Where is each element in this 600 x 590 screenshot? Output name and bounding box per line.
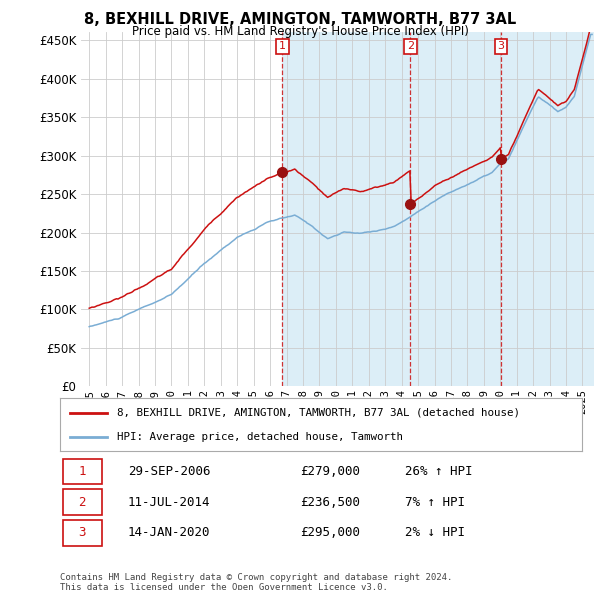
Text: HPI: Average price, detached house, Tamworth: HPI: Average price, detached house, Tamw… — [118, 432, 403, 442]
Text: 8, BEXHILL DRIVE, AMINGTON, TAMWORTH, B77 3AL (detached house): 8, BEXHILL DRIVE, AMINGTON, TAMWORTH, B7… — [118, 408, 520, 418]
FancyBboxPatch shape — [62, 489, 102, 515]
Bar — [283, 32, 594, 386]
Text: 2: 2 — [78, 496, 86, 509]
FancyBboxPatch shape — [62, 520, 102, 546]
Text: Price paid vs. HM Land Registry's House Price Index (HPI): Price paid vs. HM Land Registry's House … — [131, 25, 469, 38]
Text: 1: 1 — [78, 465, 86, 478]
Text: 11-JUL-2014: 11-JUL-2014 — [128, 496, 211, 509]
Text: £295,000: £295,000 — [300, 526, 360, 539]
Text: £236,500: £236,500 — [300, 496, 360, 509]
Text: £279,000: £279,000 — [300, 465, 360, 478]
Text: 14-JAN-2020: 14-JAN-2020 — [128, 526, 211, 539]
Text: 2% ↓ HPI: 2% ↓ HPI — [404, 526, 464, 539]
Text: Contains HM Land Registry data © Crown copyright and database right 2024.
This d: Contains HM Land Registry data © Crown c… — [60, 573, 452, 590]
Text: 2: 2 — [407, 41, 414, 51]
Text: 26% ↑ HPI: 26% ↑ HPI — [404, 465, 472, 478]
Text: 1: 1 — [279, 41, 286, 51]
FancyBboxPatch shape — [62, 458, 102, 484]
Text: 29-SEP-2006: 29-SEP-2006 — [128, 465, 211, 478]
Text: 3: 3 — [78, 526, 86, 539]
Text: 3: 3 — [497, 41, 505, 51]
Text: 7% ↑ HPI: 7% ↑ HPI — [404, 496, 464, 509]
Text: 8, BEXHILL DRIVE, AMINGTON, TAMWORTH, B77 3AL: 8, BEXHILL DRIVE, AMINGTON, TAMWORTH, B7… — [84, 12, 516, 27]
